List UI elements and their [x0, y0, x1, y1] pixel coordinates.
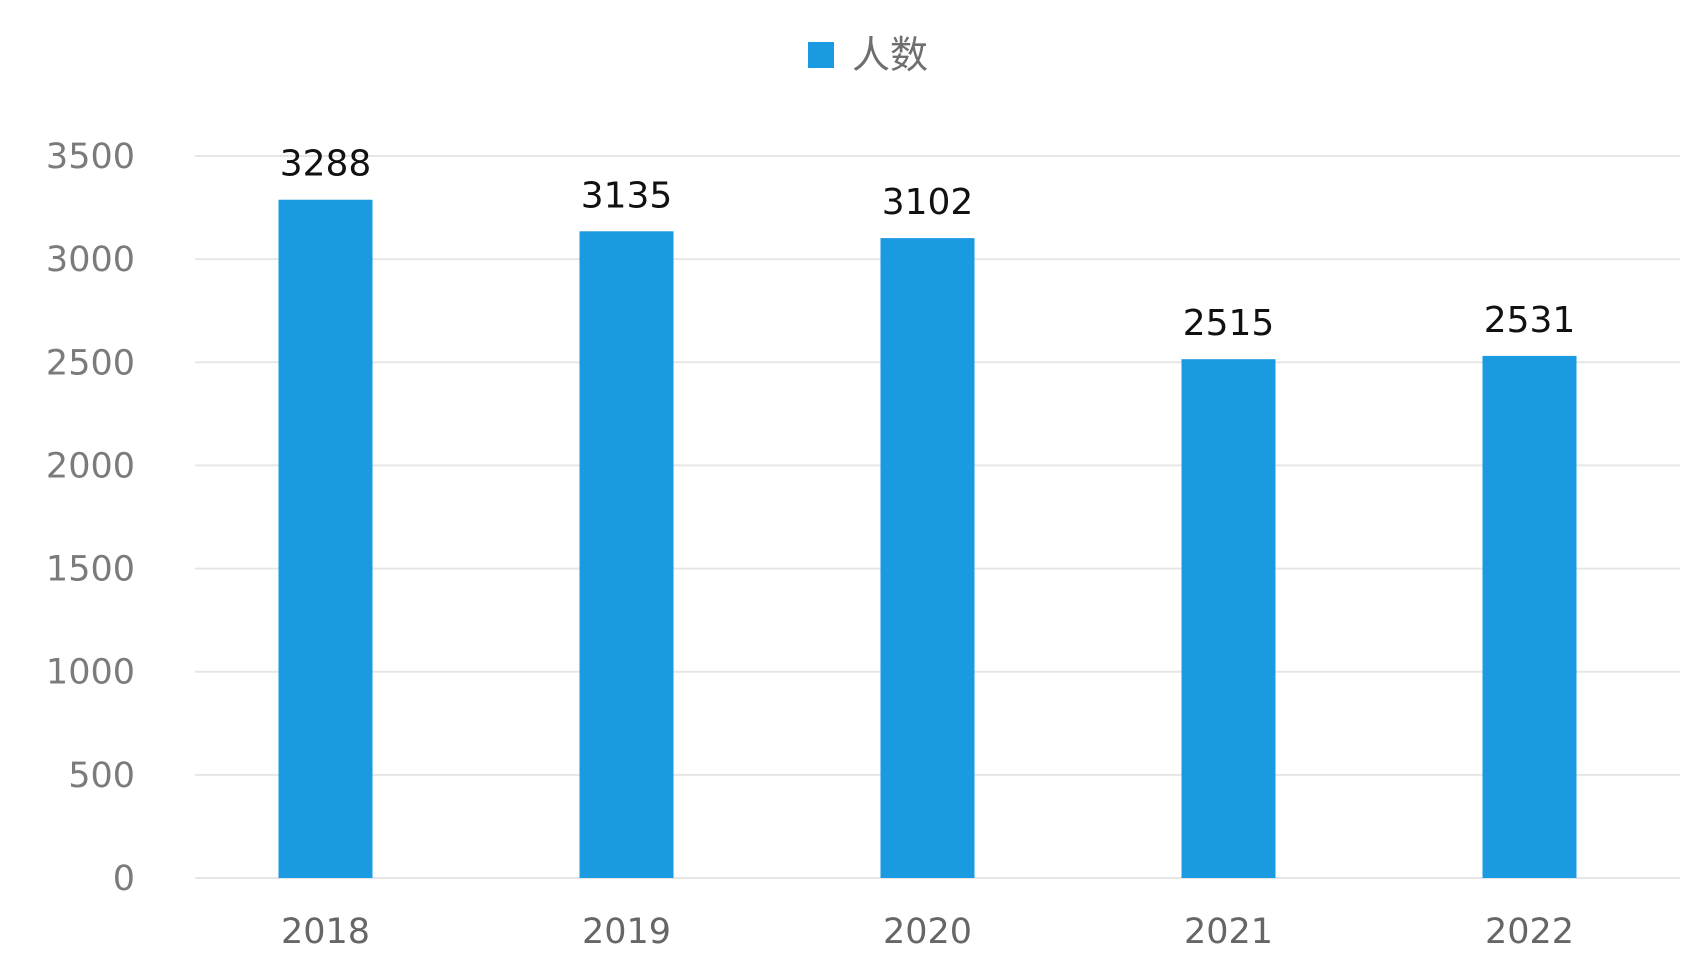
y-tick-label: 0 [113, 859, 135, 899]
bar [278, 199, 373, 879]
bar [880, 238, 975, 879]
x-tick-label: 2019 [582, 912, 671, 952]
data-label: 3102 [882, 182, 974, 223]
x-axis-labels: 2018 2019 2020 2021 2022 [281, 912, 1574, 952]
x-tick-label: 2021 [1184, 912, 1273, 952]
data-label: 2515 [1183, 303, 1275, 344]
x-tick-label: 2020 [883, 912, 972, 952]
y-tick-label: 1000 [46, 653, 135, 693]
bar [1482, 355, 1577, 878]
data-label: 3288 [280, 144, 372, 185]
x-tick-label: 2018 [281, 912, 370, 952]
y-tick-label: 3500 [46, 137, 135, 177]
y-tick-label: 2500 [46, 343, 135, 383]
y-tick-label: 500 [68, 756, 135, 796]
bar [1181, 359, 1276, 879]
data-labels: 3288 3135 3102 2515 2531 [280, 144, 1576, 344]
data-label: 3135 [581, 175, 673, 216]
y-tick-label: 1500 [46, 550, 135, 590]
bars [278, 199, 1577, 879]
y-tick-label: 2000 [46, 446, 135, 486]
x-tick-label: 2022 [1485, 912, 1574, 952]
bar [579, 231, 674, 878]
legend: 人数 [808, 33, 928, 77]
data-label: 2531 [1484, 300, 1576, 341]
legend-swatch [808, 42, 834, 68]
y-axis-labels: 0 500 1000 1500 2000 2500 3000 3500 [46, 137, 135, 899]
legend-label: 人数 [852, 33, 928, 77]
y-tick-label: 3000 [46, 240, 135, 280]
